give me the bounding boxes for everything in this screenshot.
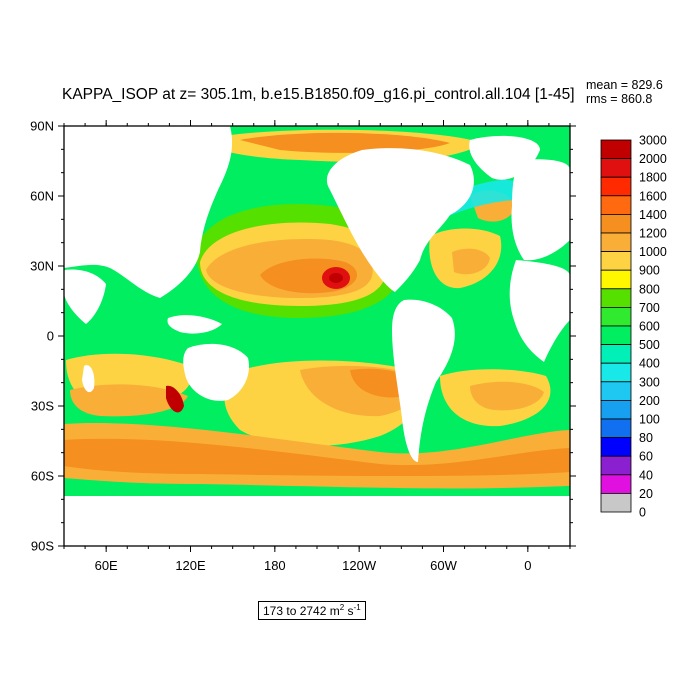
colorbar-swatch [600, 362, 632, 383]
longitude-axis: 60E 120E 180 120W 60W 0 [63, 120, 571, 573]
colorbar-label: 900 [639, 264, 660, 278]
land-eurasia [64, 126, 233, 298]
latitude-axis: 90N 60N 30N 0 30S 60S 90S [30, 119, 576, 554]
lon-label: 60W [430, 558, 457, 573]
colorbar-swatch [600, 492, 632, 513]
colorbar-swatch [600, 437, 632, 457]
lon-label: 60E [95, 558, 118, 573]
colorbar-swatch [600, 325, 632, 346]
land-australia [183, 343, 250, 401]
colorbar-label: 1000 [639, 245, 667, 259]
land-south-america [392, 299, 455, 462]
lat-label: 90N [30, 119, 54, 134]
lon-label: 0 [524, 558, 531, 573]
colorbar-label: 200 [639, 394, 660, 408]
lat-label: 60S [31, 469, 54, 484]
colorbar-swatch [600, 455, 632, 476]
colorbar-swatch [600, 288, 632, 308]
colorbar-label: 0 [639, 506, 646, 520]
colorbar-swatch [600, 251, 632, 271]
colorbar-label: 1200 [639, 227, 667, 241]
colorbar-label: 400 [639, 357, 660, 371]
colorbar-label: 60 [639, 450, 653, 464]
colorbar-label: 600 [639, 320, 660, 334]
colorbar-swatch [600, 213, 632, 234]
rms-stat: rms = 860.8 [586, 92, 653, 106]
colorbar-swatch [600, 344, 632, 364]
colorbar-swatch [600, 232, 632, 253]
mean-stat: mean = 829.6 [586, 78, 663, 92]
lat-label: 30S [31, 399, 54, 414]
colorbar-swatch [600, 474, 632, 494]
map-plot-area [64, 126, 570, 546]
lon-label: 180 [264, 558, 286, 573]
colorbar-swatch [600, 381, 632, 401]
colorbar-label: 500 [639, 338, 660, 352]
colorbar-swatch [600, 418, 632, 439]
lon-label: 120E [175, 558, 206, 573]
lat-label: 30N [30, 259, 54, 274]
colorbar-label: 100 [639, 413, 660, 427]
value-range-label: 173 to 2742 m2 s-1 [258, 601, 366, 620]
colorbar-swatch [600, 195, 632, 215]
colorbar-swatch [600, 176, 632, 197]
lat-label: 0 [47, 329, 54, 344]
lat-label: 90S [31, 539, 54, 554]
lat-label: 60N [30, 189, 54, 204]
colorbar: 3000200018001600140012001000900800700600… [600, 134, 667, 520]
colorbar-label: 700 [639, 301, 660, 315]
colorbar-label: 3000 [639, 134, 667, 148]
lon-label: 120W [342, 558, 377, 573]
colorbar-swatch [600, 139, 632, 160]
colorbar-swatch [600, 306, 632, 327]
colorbar-swatch [600, 269, 632, 290]
colorbar-label: 300 [639, 375, 660, 389]
plot-title: KAPPA_ISOP at z= 305.1m, b.e15.B1850.f09… [62, 86, 575, 103]
colorbar-label: 1600 [639, 189, 667, 203]
colorbar-label: 800 [639, 282, 660, 296]
colorbar-label: 1400 [639, 208, 667, 222]
colorbar-label: 20 [639, 487, 653, 501]
land-antarctica [64, 496, 570, 546]
colorbar-label: 80 [639, 431, 653, 445]
colorbar-swatch [600, 399, 632, 420]
land-north-america [326, 148, 474, 292]
colorbar-label: 40 [639, 468, 653, 482]
colorbar-label: 1800 [639, 171, 667, 185]
colorbar-label: 2000 [639, 152, 667, 166]
colorbar-swatch [600, 158, 632, 178]
